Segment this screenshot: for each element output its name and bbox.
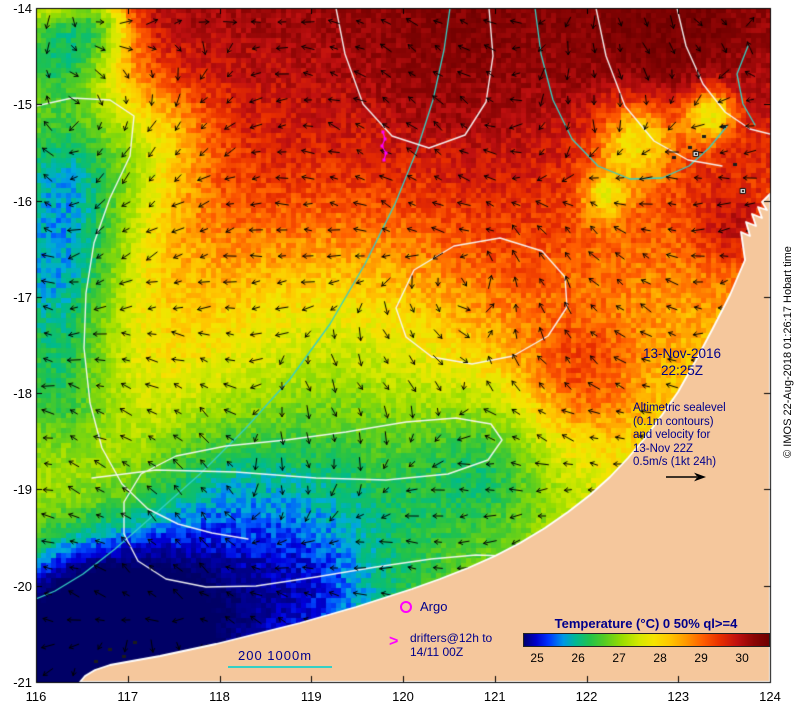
colorbar-tick-label: 29 [694, 651, 708, 665]
colorbar-tick-label: 25 [530, 651, 544, 665]
y-axis-tick-label: -15 [13, 97, 32, 113]
altimetry-caption-line: Altimetric sealevel [633, 402, 726, 414]
bathymetry-legend-line [228, 666, 332, 668]
argo-marker-icon [400, 601, 412, 613]
date-label: 13-Nov-2016 [642, 346, 722, 361]
drifter-legend-line: drifters@12h to [410, 631, 493, 645]
altimetry-caption-line: 0.5m/s (1kt 24h) [633, 456, 717, 468]
bathymetry-legend-label: 200 1000m [238, 648, 313, 663]
drifter-legend-line: 14/11 00Z [410, 645, 464, 659]
colorbar-title: Temperature (°C) 0 50% ql>=4 [554, 616, 738, 631]
altimetry-caption-line: 13-Nov 22Z [633, 442, 694, 455]
drifter-marker-icon: > [389, 633, 399, 650]
colorbar-tick-label: 27 [612, 651, 626, 665]
velocity-scale-arrow-icon [666, 472, 706, 482]
y-axis-tick-label: -17 [13, 289, 32, 305]
x-axis-tick-label: 118 [209, 689, 230, 704]
drifter-legend-label: drifters@12h to 14/11 00Z [410, 631, 492, 659]
y-axis-tick-label: -21 [13, 675, 32, 690]
x-axis-tick-label: 119 [300, 689, 322, 704]
x-axis-tick-label: 123 [667, 689, 690, 704]
y-axis-tick-label: -14 [13, 1, 32, 16]
y-axis-tick-label: -19 [13, 482, 32, 498]
x-axis-tick-label: 116 [25, 689, 47, 704]
x-axis-tick-label: 117 [117, 689, 139, 704]
y-axis-tick-label: -16 [13, 193, 32, 209]
altimetry-caption-line: (0.1m contours) [633, 415, 714, 428]
y-axis-tick-label: -18 [13, 386, 32, 402]
argo-label: Argo [420, 599, 448, 614]
x-axis-tick-label: 121 [483, 689, 506, 704]
x-axis-tick-label: 122 [575, 689, 598, 704]
altimetry-caption: Altimetric sealevel (0.1m contours) and … [633, 402, 763, 470]
y-axis-tick-label: -20 [13, 578, 32, 594]
colorbar-tick-label: 28 [653, 651, 667, 665]
altimetry-caption-line: and velocity for [633, 429, 711, 441]
colorbar-tick-label: 30 [735, 651, 749, 665]
x-axis-tick-label: 120 [392, 689, 414, 704]
timestamp-block: 13-Nov-2016 22:25Z [620, 345, 744, 379]
colorbar [523, 633, 770, 647]
colorbar-tick-label: 26 [571, 651, 585, 665]
copyright-text: © IMOS 22-Aug-2018 01:26:17 Hobart time [782, 246, 794, 458]
time-label: 22:25Z [660, 363, 704, 378]
x-axis-tick-label: 124 [759, 689, 781, 704]
